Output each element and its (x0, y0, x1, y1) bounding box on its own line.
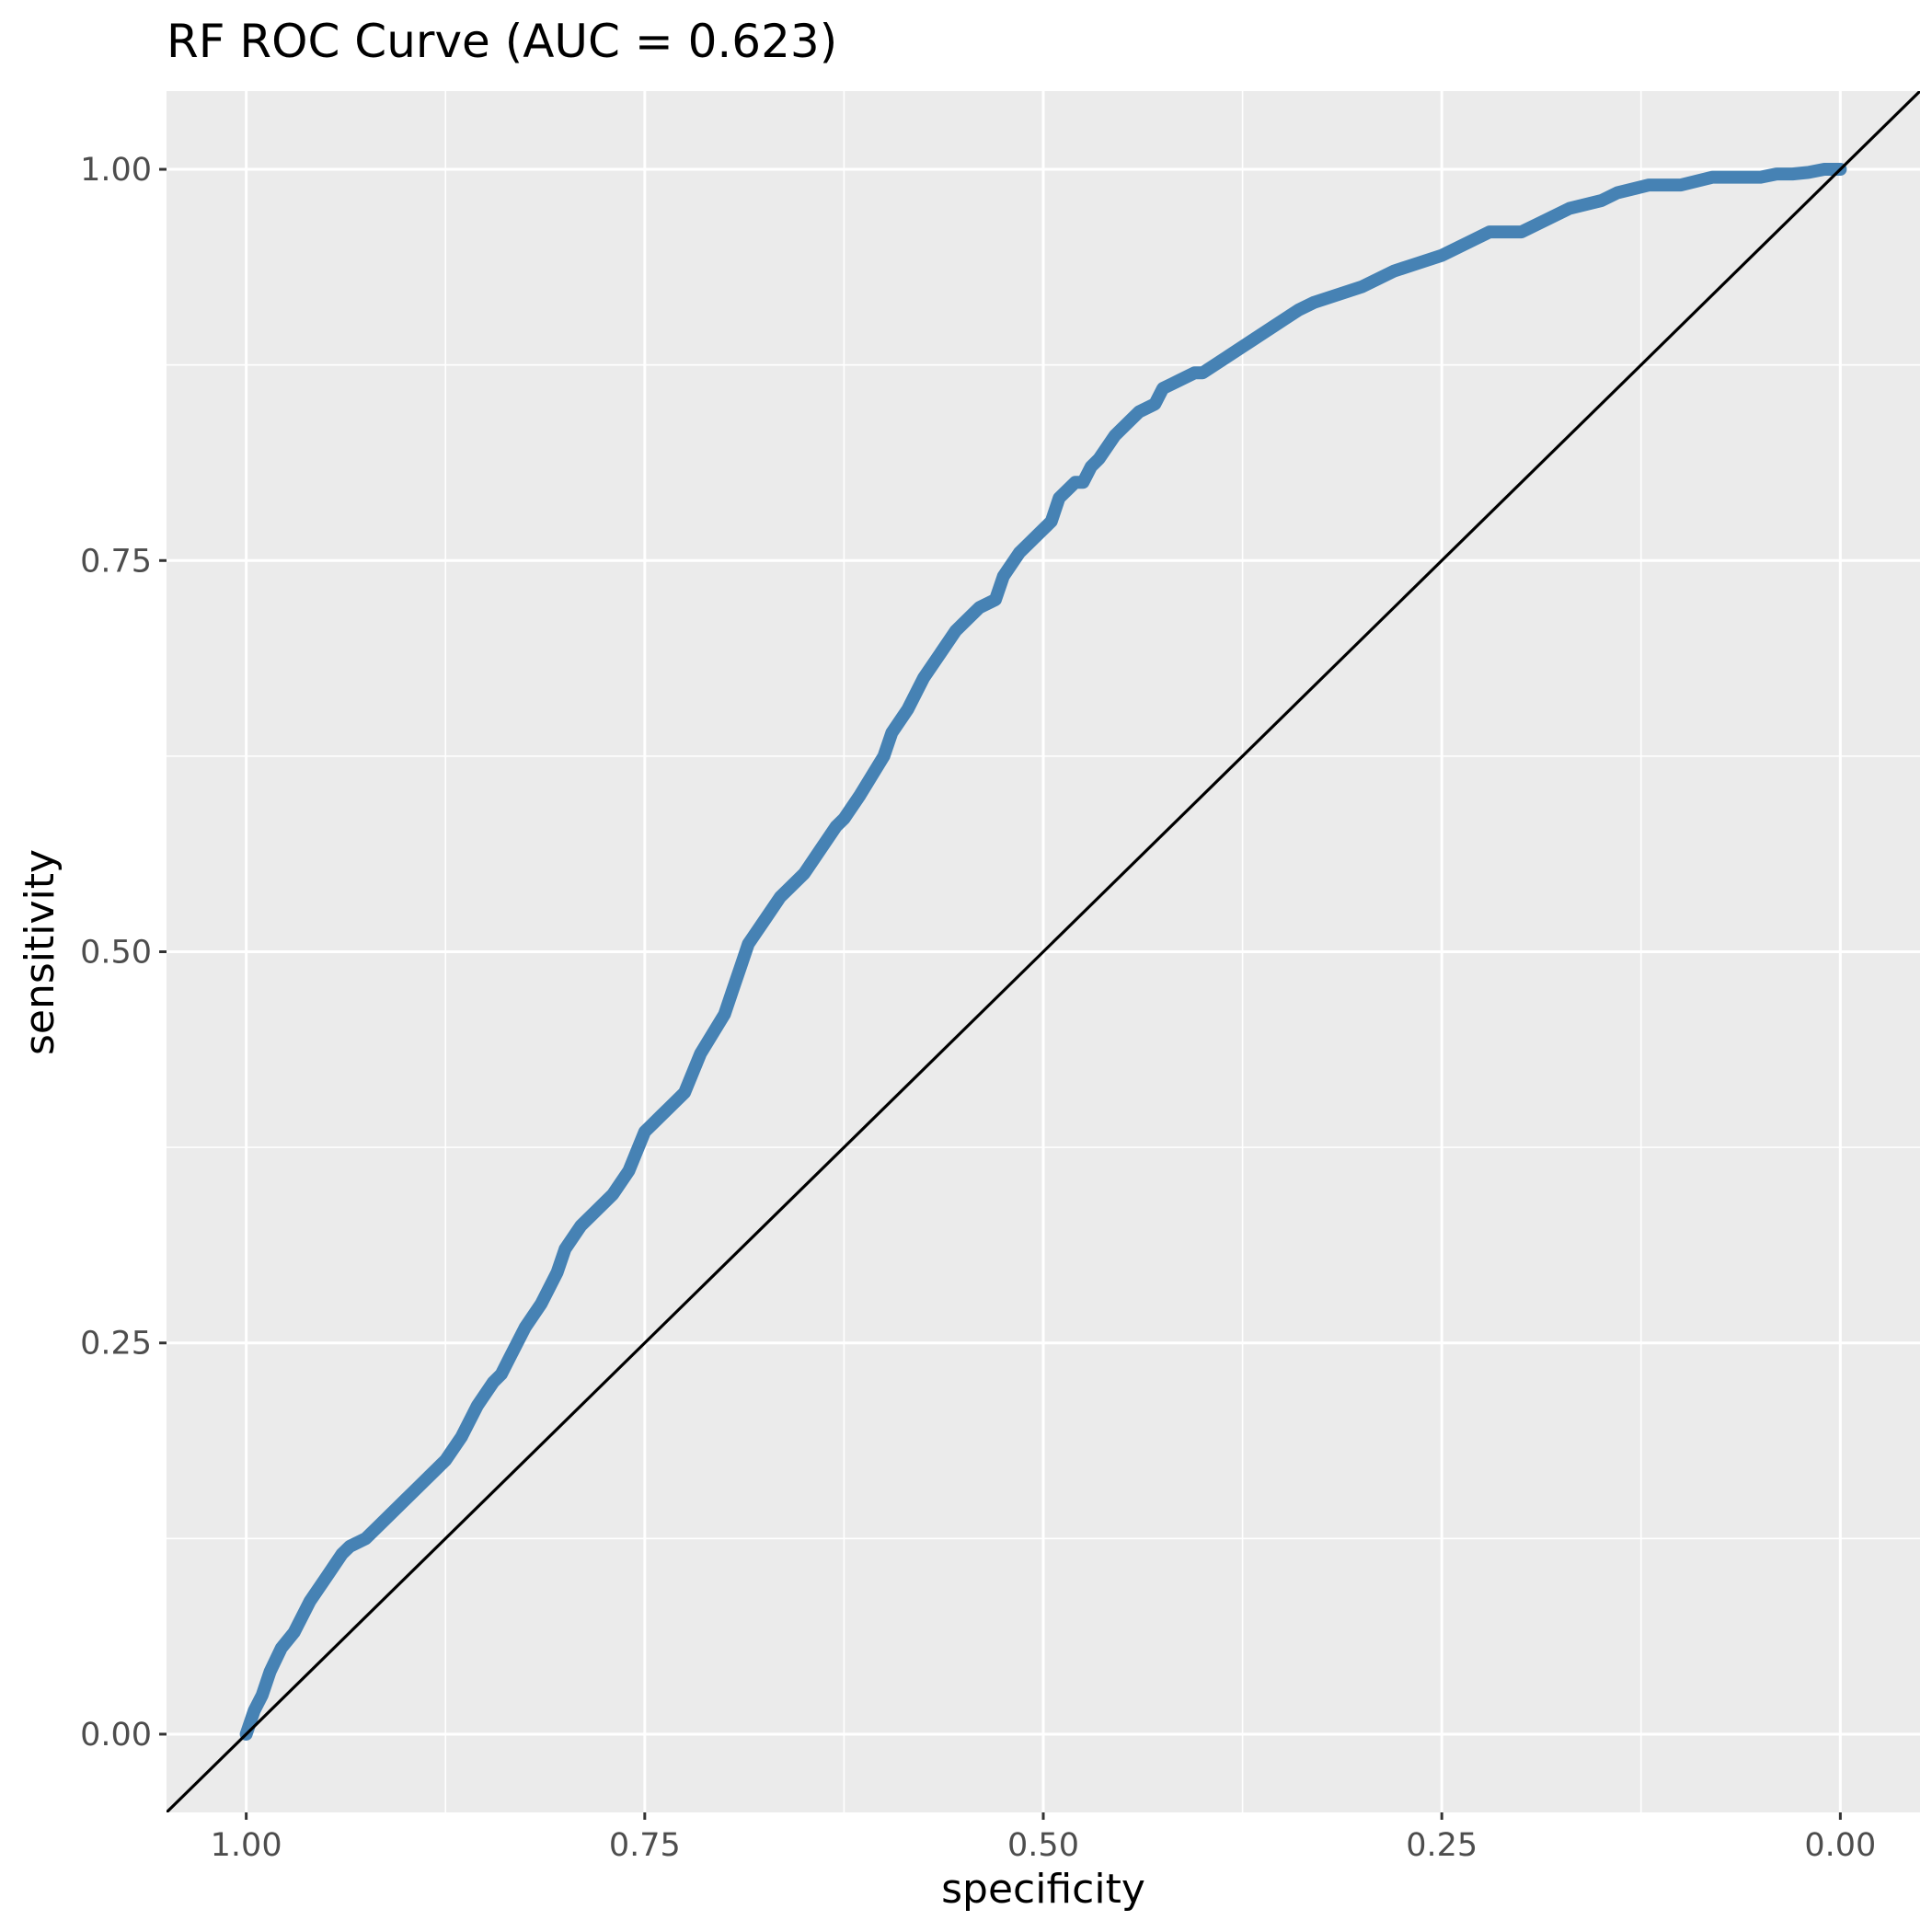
x-axis: 1.00 0.75 0.50 0.25 0.00 (211, 1812, 1876, 1864)
y-tick-label: 0.50 (80, 935, 152, 972)
y-tick-label: 0.00 (80, 1717, 152, 1754)
x-tick-label: 0.50 (1007, 1827, 1079, 1864)
x-tick-label: 1.00 (211, 1827, 282, 1864)
roc-curve-line (239, 163, 1847, 1741)
x-tick-label: 0.25 (1406, 1827, 1478, 1864)
y-axis-label: sensitivity (17, 849, 63, 1055)
y-tick-label: 0.75 (80, 543, 152, 580)
y-axis: 0.00 0.25 0.50 0.75 1.00 (80, 152, 167, 1754)
chart-title: RF ROC Curve (AUC = 0.623) (167, 15, 837, 68)
x-tick-label: 0.75 (609, 1827, 681, 1864)
reference-diagonal-line (167, 91, 1920, 1812)
x-tick-label: 0.00 (1804, 1827, 1876, 1864)
y-tick-label: 1.00 (80, 152, 152, 189)
y-tick-label: 0.25 (80, 1326, 152, 1363)
x-axis-label: specificity (941, 1866, 1145, 1913)
data-layer (167, 91, 1920, 1812)
